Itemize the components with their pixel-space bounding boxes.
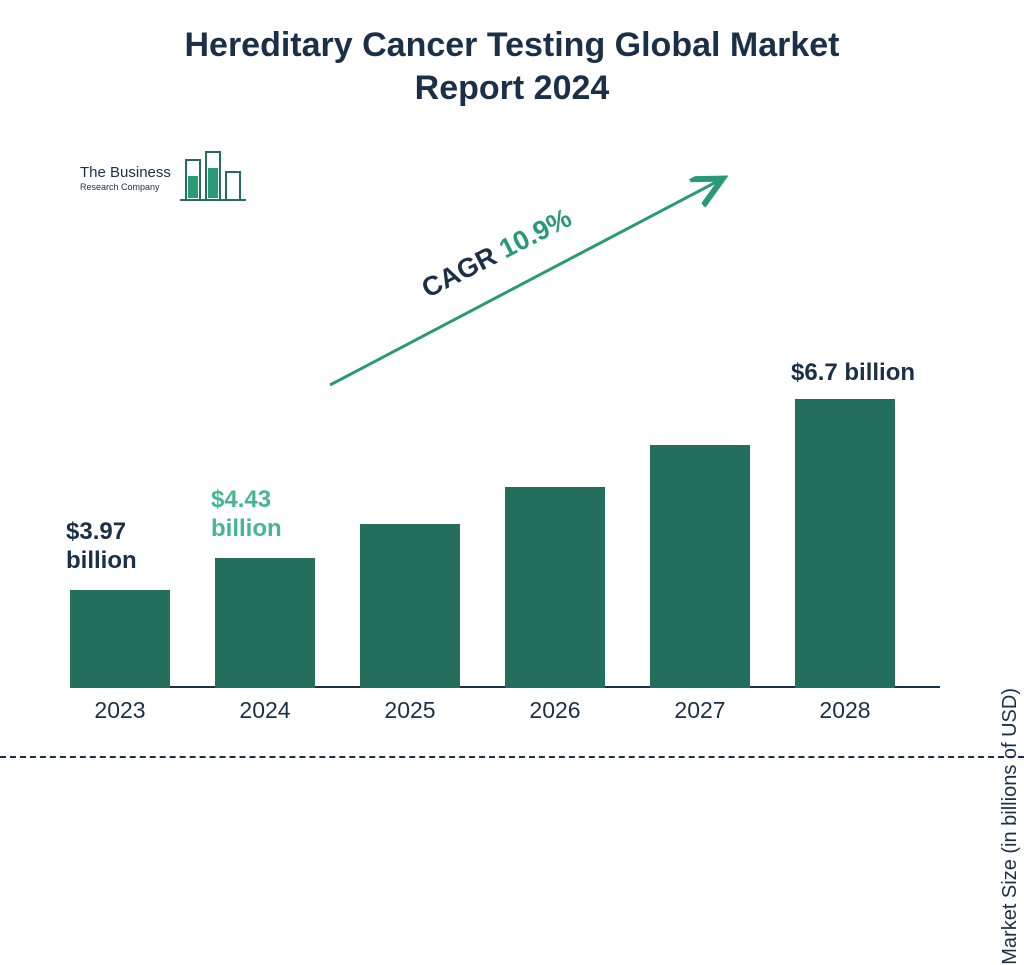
value-callout: $3.97billion bbox=[66, 518, 137, 576]
value-callout: $6.7 billion bbox=[791, 359, 915, 388]
bottom-divider bbox=[0, 756, 1024, 758]
value-callout: $4.43billion bbox=[211, 486, 282, 544]
